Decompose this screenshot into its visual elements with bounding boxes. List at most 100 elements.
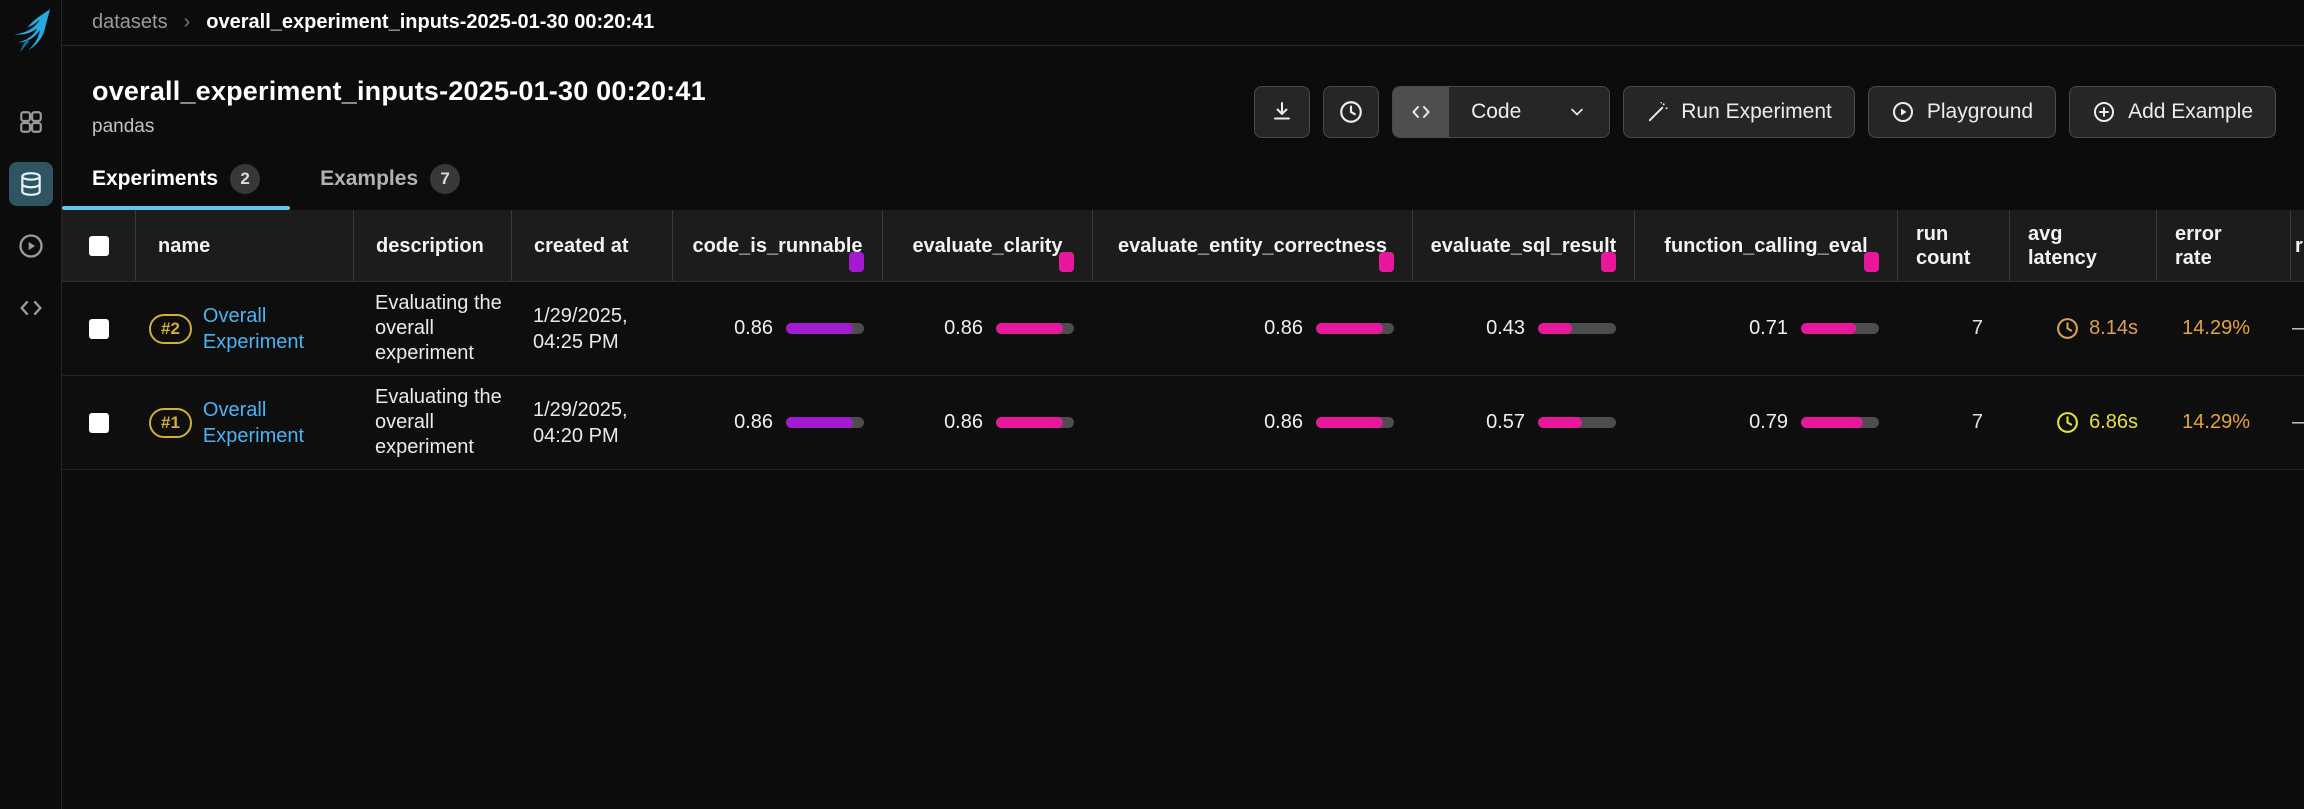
experiment-name-link[interactable]: Overall Experiment (202, 304, 305, 353)
breadcrumb: datasets › overall_experiment_inputs-202… (62, 0, 2304, 46)
eval-progress-bar (1801, 417, 1879, 428)
eval-progress-bar (1538, 417, 1616, 428)
tab-experiments[interactable]: Experiments 2 (62, 152, 291, 210)
select-row-checkbox[interactable] (88, 412, 109, 433)
table-row[interactable]: #1 Overall Experiment Evaluating the ove… (62, 376, 2304, 470)
phoenix-logo[interactable] (10, 8, 52, 54)
column-header-label: evaluate_entity_correctness (1117, 234, 1388, 257)
eval-progress-fill (1538, 323, 1572, 334)
grid-icon (19, 111, 42, 133)
sidebar-nav (8, 100, 53, 330)
experiment-name-cell: #1 Overall Experiment (135, 397, 353, 449)
eval-progress-bar (786, 323, 864, 334)
clock-icon (2057, 318, 2078, 339)
sidebar-item-playground[interactable] (9, 224, 53, 268)
annotation-color-swatch (1059, 252, 1074, 272)
clock-icon (1340, 101, 1362, 123)
select-all-cell (62, 210, 135, 281)
page-subtitle: pandas (92, 116, 155, 137)
column-header-evaluate-entity-correctness: evaluate_entity_correctness (1092, 210, 1412, 281)
experiment-number-badge: #2 (149, 313, 192, 344)
eval-cell-evaluate-entity-correctness: 0.86 (1092, 411, 1412, 434)
avg-latency-value: 8.14s (2089, 317, 2138, 339)
run-experiment-button[interactable]: Run Experiment (1623, 86, 1855, 138)
column-header-overflow: r (2290, 210, 2304, 281)
experiment-name-link[interactable]: Overall Experiment (202, 398, 305, 447)
tab-experiments-label: Experiments (92, 167, 219, 190)
eval-progress-fill (786, 323, 854, 334)
eval-value: 0.86 (944, 411, 983, 433)
eval-cell-evaluate-entity-correctness: 0.86 (1092, 317, 1412, 340)
column-header-description: description (353, 210, 511, 281)
annotation-color-swatch (1379, 252, 1394, 272)
eval-value: 0.71 (1749, 317, 1788, 339)
eval-value: 0.86 (944, 317, 983, 339)
eval-cell-evaluate-sql-result: 0.43 (1412, 317, 1634, 340)
eval-progress-fill (996, 323, 1064, 334)
sidebar-item-projects[interactable] (9, 100, 53, 144)
select-all-checkbox[interactable] (88, 235, 109, 256)
overflow-cell: — (2290, 317, 2304, 340)
eval-value: 0.86 (734, 411, 773, 433)
select-row-checkbox[interactable] (88, 318, 109, 339)
breadcrumb-current: overall_experiment_inputs-2025-01-30 00:… (206, 11, 655, 33)
eval-cell-evaluate-clarity: 0.86 (882, 411, 1092, 434)
experiment-created-at: 1/29/2025, 04:20 PM (533, 398, 628, 447)
title-block: overall_experiment_inputs-2025-01-30 00:… (92, 76, 706, 138)
eval-progress-bar (996, 323, 1074, 334)
eval-progress-fill (1801, 323, 1857, 334)
eval-progress-fill (1316, 323, 1384, 334)
page-title: overall_experiment_inputs-2025-01-30 00:… (92, 76, 706, 106)
column-header-label: evaluate_sql_result (1430, 234, 1617, 257)
eval-progress-fill (996, 417, 1064, 428)
code-button-icon-segment[interactable] (1393, 87, 1450, 137)
table-row[interactable]: #2 Overall Experiment Evaluating the ove… (62, 282, 2304, 376)
eval-progress-bar (1801, 323, 1879, 334)
eval-cell-evaluate-sql-result: 0.57 (1412, 411, 1634, 434)
sidebar-item-datasets[interactable] (8, 162, 53, 206)
error-rate: 14.29% (2182, 411, 2250, 433)
code-button-label-segment[interactable]: Code (1449, 87, 1610, 137)
avg-latency-cell: 6.86s (2009, 410, 2156, 435)
column-header-label: code_is_runnable (692, 234, 863, 257)
eval-progress-bar (996, 417, 1074, 428)
database-icon (20, 172, 41, 196)
playground-button[interactable]: Playground (1867, 86, 2057, 138)
experiment-name-cell: #2 Overall Experiment (135, 303, 353, 355)
experiments-table: name description created at code_is_runn… (62, 210, 2304, 470)
eval-progress-fill (1316, 417, 1384, 428)
breadcrumb-datasets-link[interactable]: datasets (92, 11, 168, 33)
add-example-button[interactable]: Add Example (2069, 86, 2276, 138)
clock-icon (2057, 412, 2078, 433)
eval-progress-bar (786, 417, 864, 428)
code-split-button[interactable]: Code (1392, 86, 1611, 138)
eval-cell-code-is-runnable: 0.86 (672, 317, 882, 340)
eval-progress-bar (1538, 323, 1616, 334)
column-header-created-at: created at (511, 210, 672, 281)
page-header: overall_experiment_inputs-2025-01-30 00:… (62, 46, 2304, 138)
code-icon (19, 301, 42, 315)
sidebar (0, 0, 62, 809)
eval-value: 0.43 (1486, 317, 1525, 339)
error-rate: 14.29% (2182, 317, 2250, 339)
header-actions: Code Run Experiment (1254, 86, 2276, 138)
eval-progress-fill (786, 417, 854, 428)
column-header-error-rate: error rate (2156, 210, 2290, 281)
content-empty-area (62, 470, 2304, 809)
phoenix-logo-icon (13, 9, 50, 52)
tab-examples[interactable]: Examples 7 (290, 152, 490, 210)
sidebar-item-apis[interactable] (9, 286, 53, 330)
eval-cell-code-is-runnable: 0.86 (672, 411, 882, 434)
column-header-function-calling-eval: function_calling_eval (1634, 210, 1897, 281)
add-example-label: Add Example (2128, 100, 2253, 123)
column-header-label: evaluate_clarity (912, 234, 1063, 257)
annotation-color-swatch (1601, 252, 1616, 272)
experiment-description: Evaluating the overall experiment (375, 292, 502, 364)
breadcrumb-chevron-icon: › (183, 11, 191, 33)
column-header-code-is-runnable: code_is_runnable (672, 210, 882, 281)
eval-progress-bar (1316, 417, 1394, 428)
download-button[interactable] (1254, 86, 1311, 138)
history-button[interactable] (1323, 86, 1380, 138)
eval-value: 0.86 (1264, 411, 1303, 433)
